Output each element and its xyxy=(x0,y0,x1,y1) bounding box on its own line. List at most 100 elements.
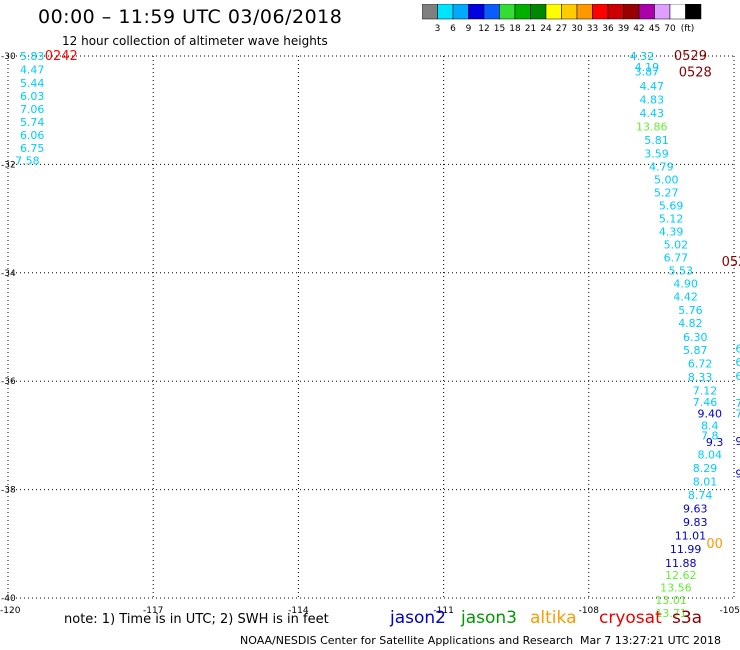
wave-height-value: 6.30 xyxy=(683,331,708,344)
wave-height-value: 7.58 xyxy=(15,155,40,168)
wave-height-value: 4.47 xyxy=(639,80,664,93)
wave-height-value: 3.87 xyxy=(635,66,660,79)
wave-height-value: 9.63 xyxy=(683,503,708,516)
wave-height-value: 5.00 xyxy=(654,174,679,187)
wave-height-value: 9.40 xyxy=(698,408,723,421)
y-tick-label: -40 xyxy=(1,594,16,604)
wave-height-value: 5.74 xyxy=(20,116,45,129)
wave-height-value: 4.19 xyxy=(635,61,660,74)
wave-height-value: 6.77 xyxy=(664,252,689,265)
x-tick-label: -114 xyxy=(288,606,309,616)
wave-height-value: 11.01 xyxy=(675,530,707,543)
pass-time-label: 0242 xyxy=(45,49,78,64)
x-tick-label: -108 xyxy=(579,606,600,616)
legend-s3a: s3a xyxy=(672,608,703,628)
footer-note: note: 1) Time is in UTC; 2) SWH is in fe… xyxy=(64,612,329,627)
wave-height-value: 9 xyxy=(735,467,740,480)
colorbar-label: 39 xyxy=(618,24,630,34)
wave-height-value: 8.4 xyxy=(701,420,719,433)
wave-height-value: 8.33 xyxy=(688,371,713,384)
wave-height-value: 7.06 xyxy=(20,103,45,116)
color-legend: 3 6 9 12 15 18 21 24 27 30 33 36 39 42 45 70 (ft) xyxy=(422,4,702,34)
generated-timestamp: Mar 7 13:27:21 UTC 2018 xyxy=(580,634,721,647)
wave-height-value: 12.62 xyxy=(665,569,697,582)
y-tick-label: -34 xyxy=(1,269,16,279)
wave-height-value: 5.87 xyxy=(683,344,708,357)
wave-height-value: 6.06 xyxy=(20,129,45,142)
wave-height-value: 6 xyxy=(735,370,740,383)
wave-height-value: 5.27 xyxy=(654,187,679,200)
pass-time-label: 0529 xyxy=(674,49,707,64)
colorbar-label: 70 xyxy=(664,24,676,34)
wave-height-value: 6.72 xyxy=(688,357,713,370)
wave-height-value: 9.83 xyxy=(683,516,708,529)
wave-height-value: 7.8 xyxy=(701,429,719,442)
wave-height-value: 7 xyxy=(735,397,740,410)
wave-height-value: 9.3 xyxy=(706,436,724,449)
x-tick-label: -105 xyxy=(720,606,740,616)
pass-time-label: 052 xyxy=(722,255,740,270)
wave-height-value: 4.79 xyxy=(649,161,674,174)
wave-height-value: 7.12 xyxy=(693,384,718,397)
wave-height-value: 13.01 xyxy=(655,594,687,607)
wave-height-value: 13.56 xyxy=(660,582,692,595)
chart-subtitle: 12 hour collection of altimeter wave hei… xyxy=(62,34,328,48)
wave-height-value: 6 xyxy=(735,343,740,356)
colorbar-label: 27 xyxy=(556,24,567,34)
wave-height-value: 8.04 xyxy=(698,448,723,461)
wave-height-value: 4.42 xyxy=(673,291,698,304)
y-tick-label: -38 xyxy=(1,486,16,496)
y-tick-label: -36 xyxy=(1,377,16,387)
wave-height-value: 6 xyxy=(735,356,740,369)
wave-height-value: 4.43 xyxy=(639,107,664,120)
wave-height-value: 9 xyxy=(735,435,740,448)
wave-height-value: 11.99 xyxy=(670,543,702,556)
pass-time-label: 0528 xyxy=(679,65,712,80)
legend-altika: altika xyxy=(530,608,577,628)
wave-height-value: 13.71 xyxy=(655,607,687,620)
colorbar-label: 30 xyxy=(571,24,583,34)
wave-height-value: 5.83 xyxy=(20,50,45,63)
credit-line: NOAA/NESDIS Center for Satellite Applica… xyxy=(240,634,574,647)
legend-cryosat: cryosat xyxy=(599,608,662,628)
pass-time-label: 00 xyxy=(706,537,723,552)
colorbar-label: 6 xyxy=(450,24,456,34)
y-tick-label: -30 xyxy=(1,52,16,62)
wave-height-value: 5.53 xyxy=(669,265,694,278)
wave-height-value: 8.01 xyxy=(693,475,718,488)
x-tick-label: -111 xyxy=(433,606,453,616)
colorbar-label: 24 xyxy=(540,24,552,34)
wave-height-value: 4.47 xyxy=(20,64,45,77)
wave-height-value: 11.88 xyxy=(665,557,697,570)
chart-title: 00:00 – 11:59 UTC 03/06/2018 xyxy=(38,6,343,28)
colorbar-label: 12 xyxy=(478,24,489,34)
wave-height-value: 5.81 xyxy=(644,134,669,147)
wave-height-value: 13.86 xyxy=(636,120,668,133)
colorbar-label: 9 xyxy=(466,24,472,34)
wave-height-value: 5.02 xyxy=(664,239,689,252)
wave-height-value: 3.59 xyxy=(644,148,669,161)
wave-height-value: 5.12 xyxy=(659,213,684,226)
wave-height-value: 6.03 xyxy=(20,90,45,103)
colorbar-label: 42 xyxy=(633,24,644,34)
colorbar-label: 45 xyxy=(649,24,660,34)
colorbar-label: 33 xyxy=(587,24,598,34)
colorbar-label: 3 xyxy=(435,24,441,34)
wave-height-value: 4.83 xyxy=(639,93,664,106)
colorbar-label: 15 xyxy=(494,24,505,34)
wave-height-value: 4.32 xyxy=(630,50,655,63)
wave-height-value: 7.46 xyxy=(693,396,718,409)
colorbar-swatch xyxy=(685,4,702,20)
wave-height-value: 5.69 xyxy=(659,200,684,213)
colorbar-label: 21 xyxy=(525,24,536,34)
wave-height-value: 4.82 xyxy=(678,317,703,330)
wave-height-value: 6.75 xyxy=(20,142,45,155)
colorbar-label: 36 xyxy=(602,24,614,34)
wave-height-value: 8.29 xyxy=(693,462,718,475)
legend-jason2: jason2 xyxy=(390,608,446,628)
x-tick-label: -120 xyxy=(0,606,21,616)
x-tick-label: -117 xyxy=(143,606,163,616)
legend-jason3: jason3 xyxy=(461,608,517,628)
wave-height-value: 7 xyxy=(735,408,740,421)
